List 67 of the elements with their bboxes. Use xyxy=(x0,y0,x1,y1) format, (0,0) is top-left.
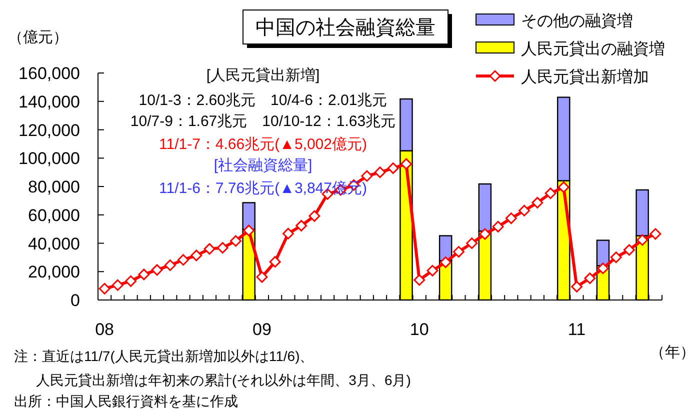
point xyxy=(400,158,412,170)
point xyxy=(243,224,255,236)
point xyxy=(204,243,216,255)
annotation: [社会融資総量] xyxy=(214,157,312,174)
point xyxy=(597,262,609,274)
text: 人民元貸出新増は年初来の累計(それ以外は年間、3月、6月) xyxy=(36,372,411,388)
x-tick-label: 10 xyxy=(410,320,429,339)
y-axis-title: （億元） xyxy=(8,29,68,46)
x-tick-label: 09 xyxy=(252,320,272,339)
annotation: [人民元貸出新増] xyxy=(206,67,320,84)
chart-title: 中国の社会融資総量 xyxy=(256,17,436,39)
y-tick-label: 20,000 xyxy=(28,262,80,282)
point xyxy=(558,181,570,193)
point xyxy=(650,228,662,240)
point xyxy=(308,210,320,222)
x-tick-label: 11 xyxy=(568,320,586,339)
annotation: 10/1-3：2.60兆元 10/4-6：2.01兆元 xyxy=(138,92,388,109)
x-axis-title: （年） xyxy=(650,344,693,361)
y-tick-label: 80,000 xyxy=(28,178,80,196)
point xyxy=(570,280,582,292)
point xyxy=(414,274,426,286)
point xyxy=(623,244,635,256)
point xyxy=(178,254,190,266)
x-tick-label: 08 xyxy=(95,320,114,339)
point xyxy=(256,271,268,283)
text: 注：直近は11/7(人民元貸出新増加以外は11/6)、 xyxy=(14,348,314,364)
point xyxy=(296,220,308,232)
point xyxy=(190,250,202,262)
point xyxy=(387,162,399,174)
point xyxy=(230,235,242,247)
legend-label: 人民元貸出新増加 xyxy=(521,68,649,86)
point xyxy=(269,256,281,268)
point xyxy=(636,234,648,246)
point xyxy=(440,256,452,268)
point xyxy=(492,220,504,232)
y-tick-label: 120,000 xyxy=(18,120,80,140)
point xyxy=(466,238,478,249)
text: 出所：中国人民銀行資料を基に作成 xyxy=(14,393,238,409)
point xyxy=(610,252,622,264)
y-tick-label: 100,000 xyxy=(18,149,80,168)
y-tick-label: 160,000 xyxy=(18,64,80,83)
point xyxy=(98,282,110,294)
point xyxy=(479,228,491,240)
point xyxy=(505,212,517,224)
point xyxy=(282,228,294,240)
y-tick-label: 40,000 xyxy=(28,234,80,254)
annotation: 10/7-9：1.67兆元 10/10-12：1.63兆元 xyxy=(130,113,396,130)
point xyxy=(112,279,124,291)
point xyxy=(426,264,438,276)
point xyxy=(532,196,544,208)
point xyxy=(216,242,228,254)
y-tick-label: 140,000 xyxy=(18,92,80,112)
y-tick-label: 60,000 xyxy=(28,206,80,225)
point xyxy=(584,272,596,284)
y-tick-label: 0 xyxy=(70,291,80,310)
point xyxy=(518,204,530,216)
point xyxy=(361,170,373,182)
legend-label: その他の融資増 xyxy=(521,12,633,30)
point xyxy=(452,246,464,258)
point xyxy=(151,264,163,276)
point xyxy=(125,275,137,287)
legend-label: 人民元貸出の融資増 xyxy=(521,40,665,58)
annotation: 11/1-7：4.66兆元(▲5,002億元) xyxy=(159,136,367,153)
point xyxy=(544,188,556,200)
point xyxy=(164,259,176,271)
point xyxy=(374,166,386,178)
point xyxy=(138,268,150,280)
